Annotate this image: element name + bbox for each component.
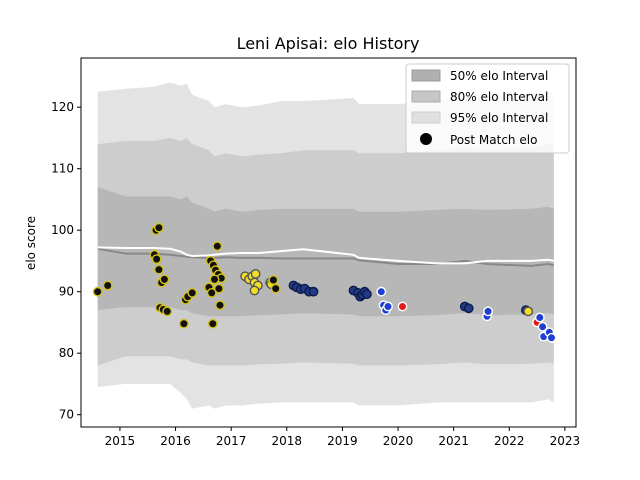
match-point-59 [483, 306, 493, 317]
match-point-38 [270, 283, 281, 294]
match-point-27 [207, 318, 218, 329]
x-tick-label: 2017 [216, 434, 247, 448]
match-point-22 [209, 274, 220, 285]
x-tick-label: 2021 [438, 434, 469, 448]
match-point-25 [213, 283, 224, 294]
match-point-34 [249, 285, 260, 296]
match-point-55 [397, 301, 408, 312]
legend-swatch-95 [411, 111, 441, 124]
x-tick-label: 2016 [160, 434, 191, 448]
match-point-61 [523, 306, 534, 317]
x-tick-label: 2018 [272, 434, 303, 448]
y-tick-label: 110 [51, 162, 74, 176]
match-point-12 [178, 318, 189, 329]
match-point-15 [187, 287, 198, 298]
x-tick-label: 2023 [550, 434, 581, 448]
reference-line [97, 246, 555, 265]
match-point-23 [212, 241, 223, 252]
match-point-26 [215, 300, 225, 311]
chart-title: Leni Apisai: elo History [237, 34, 420, 53]
legend-label-post-match: Post Match elo [450, 133, 537, 147]
y-tick-label: 70 [59, 408, 74, 422]
legend-marker-post-match [420, 133, 432, 145]
match-point-44 [308, 286, 319, 297]
match-point-0 [92, 286, 103, 297]
legend-swatch-80 [411, 90, 441, 103]
legend-swatch-50 [411, 69, 441, 82]
y-tick-label: 80 [59, 346, 74, 360]
legend-label-95: 95% elo Interval [450, 111, 548, 125]
match-point-54 [383, 301, 393, 312]
match-point-4 [153, 222, 164, 233]
match-point-63 [534, 312, 545, 323]
x-tick-label: 2019 [327, 434, 358, 448]
match-point-68 [546, 332, 557, 343]
match-point-57 [463, 303, 474, 314]
match-point-5 [151, 254, 162, 265]
x-tick-label: 2022 [494, 434, 525, 448]
y-axis-label: elo score [24, 216, 38, 270]
x-tick-label: 2015 [105, 434, 136, 448]
axes: 2015 2016 2017 2018 2019 2020 2021 2022 2023 70 80… [51, 57, 581, 448]
match-point-11 [162, 306, 173, 317]
match-point-6 [153, 264, 164, 275]
match-point-32 [250, 268, 261, 279]
match-point-51 [376, 286, 387, 297]
y-tick-label: 100 [51, 223, 74, 237]
legend-label-80: 80% elo Interval [450, 90, 548, 104]
x-tick-label: 2020 [383, 434, 414, 448]
match-point-37 [268, 275, 279, 285]
y-tick-label: 90 [59, 285, 74, 299]
legend-label-50: 50% elo Interval [450, 69, 548, 83]
match-point-50 [361, 289, 372, 300]
match-point-24 [206, 287, 217, 298]
y-tick-label: 120 [51, 100, 74, 114]
match-point-64 [537, 321, 548, 332]
legend-frame [405, 63, 570, 154]
plot-frame [80, 57, 577, 428]
legend: 50% elo Interval 80% elo Interval 95% el… [405, 63, 570, 154]
match-point-8 [159, 274, 170, 285]
plot-area [92, 82, 558, 409]
match-point-1 [102, 280, 113, 291]
